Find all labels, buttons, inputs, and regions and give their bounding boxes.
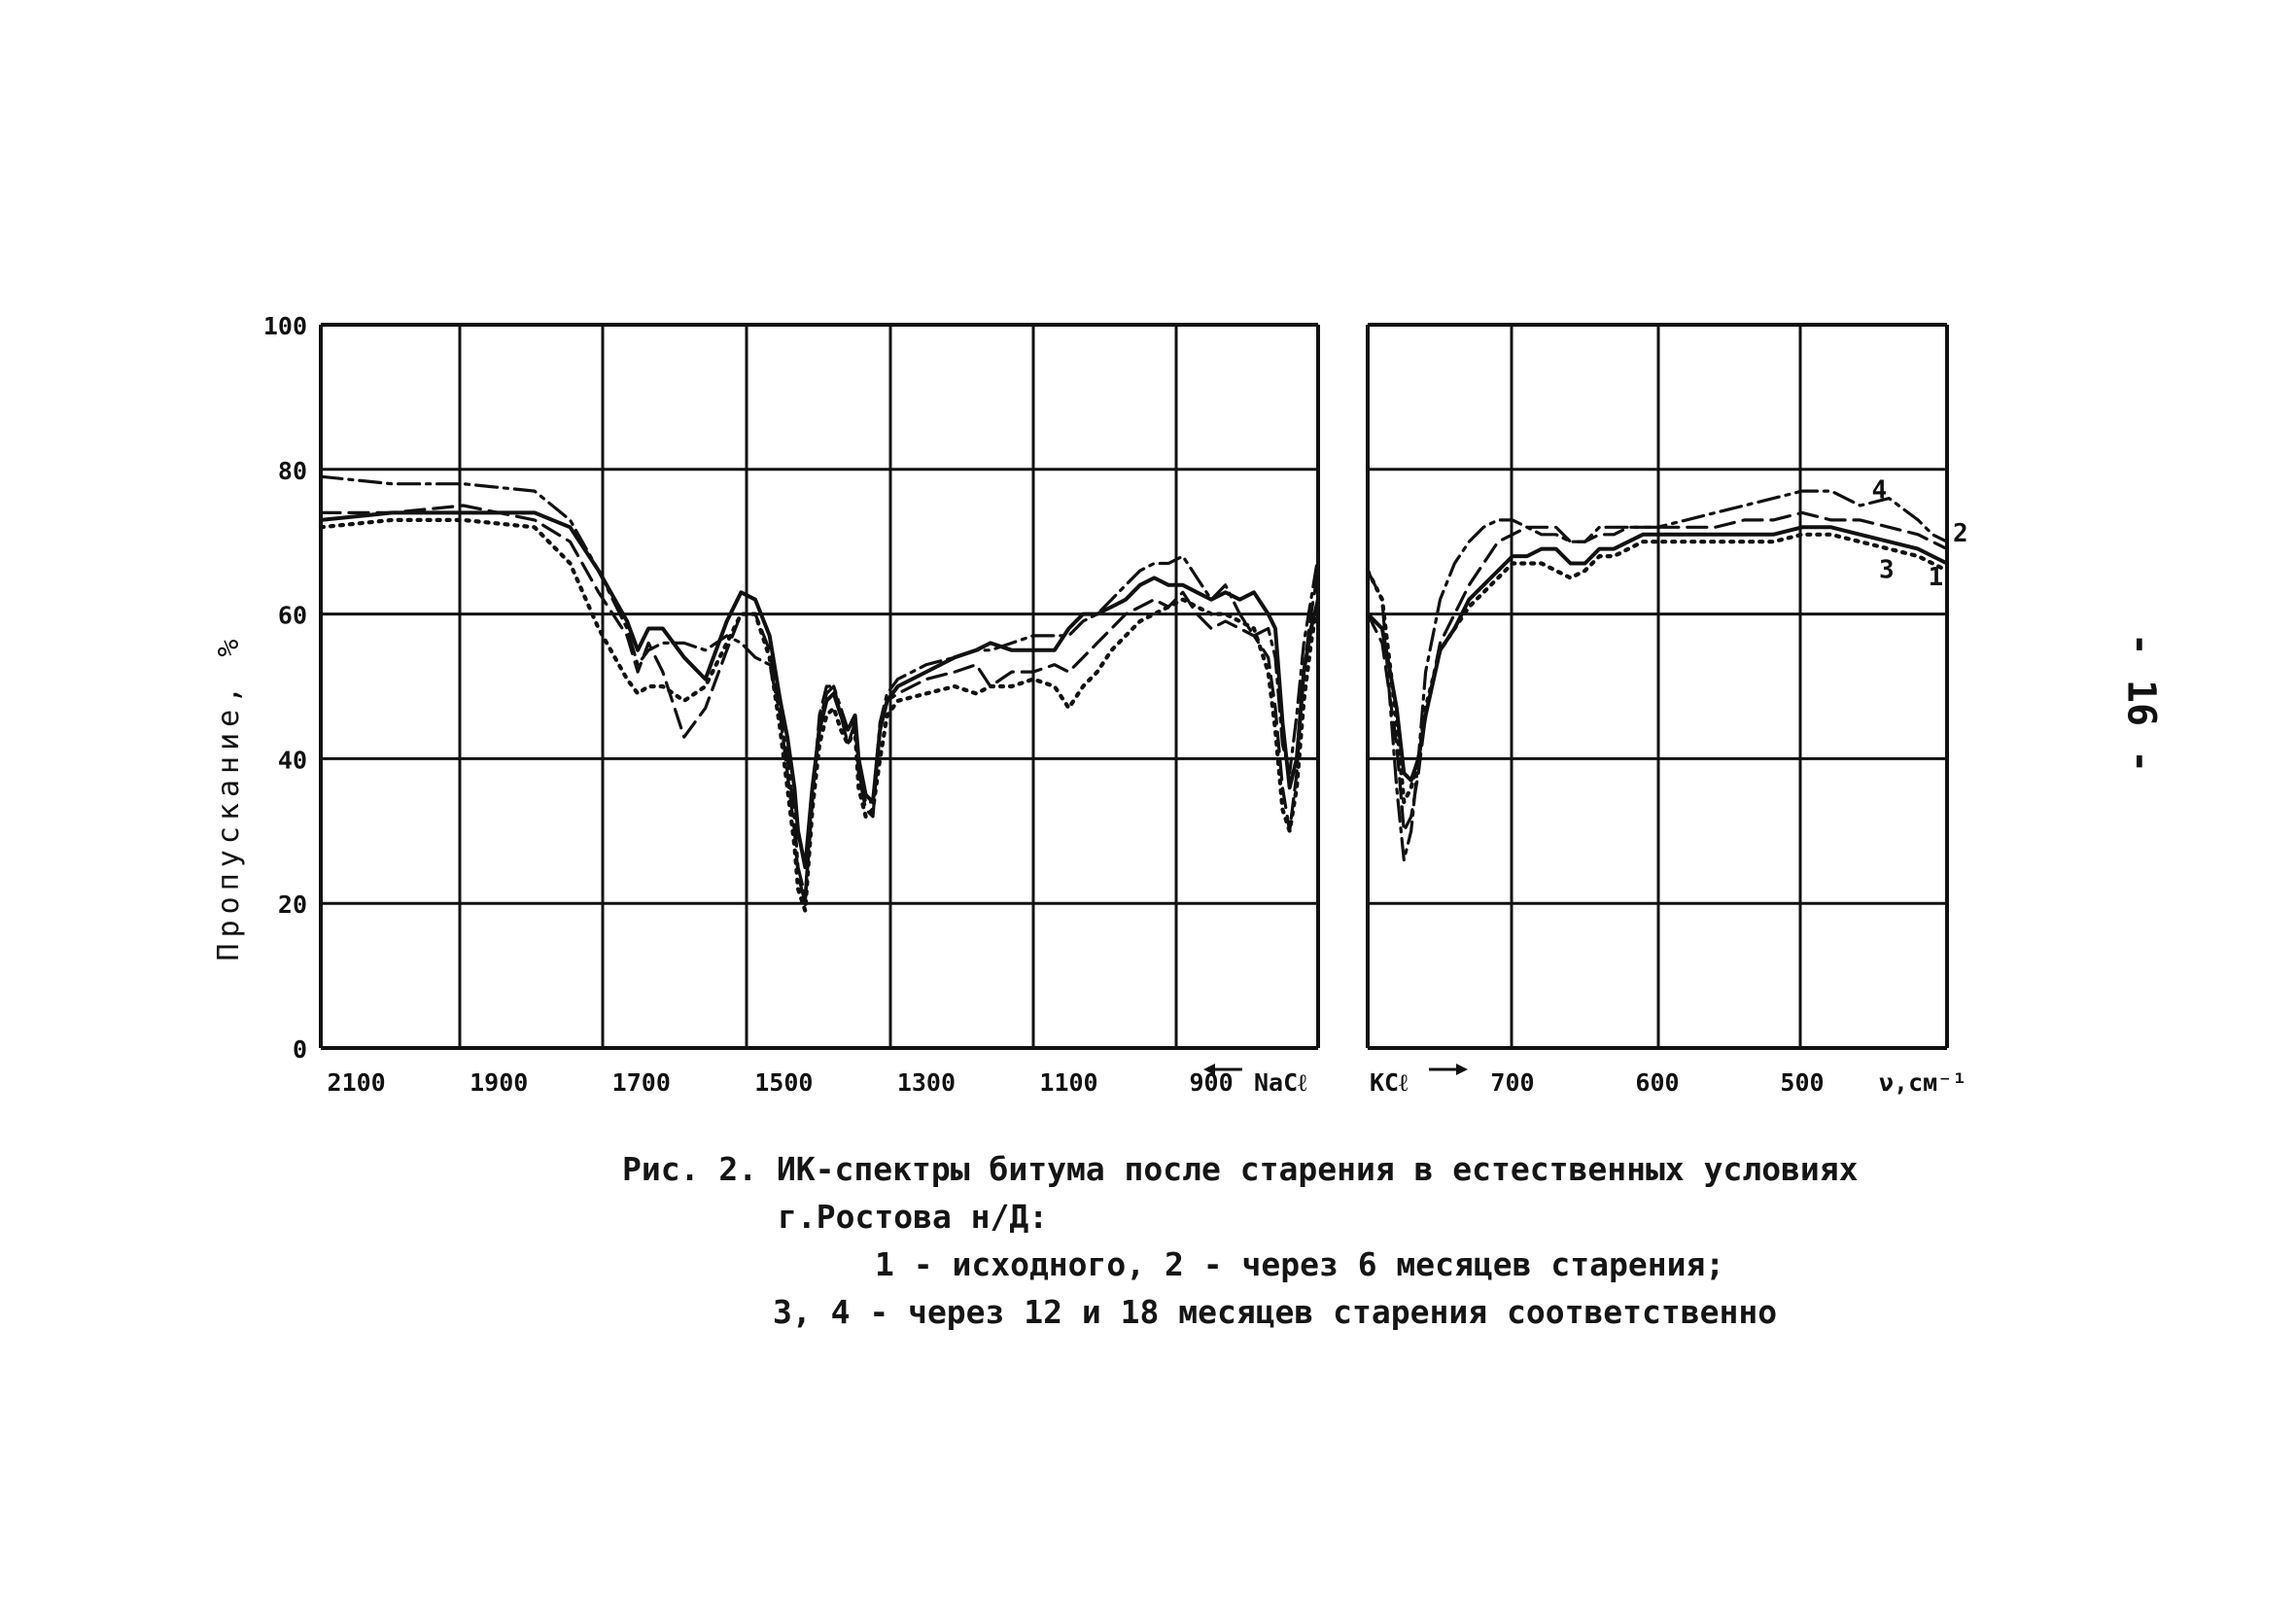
x-tick-label: 1900 xyxy=(470,1068,528,1097)
x-tick-label: 1500 xyxy=(754,1068,813,1097)
caption-line-3: 1 - исходного, 2 - через 6 месяцев старе… xyxy=(875,1245,1725,1283)
y-tick-label: 100 xyxy=(263,312,307,340)
curve-label: 1 xyxy=(1929,563,1944,592)
caption-line-1: Рис. 2. ИК-спектры битума после старения… xyxy=(622,1150,1859,1188)
y-tick-label: 20 xyxy=(278,891,307,919)
nacl-arrow-head xyxy=(1203,1064,1215,1075)
y-tick-label: 80 xyxy=(278,457,307,485)
y-axis-label: Пропускание, % xyxy=(212,634,246,961)
page-number: - 16 - xyxy=(2118,632,2164,774)
right-spectrum-panel: 700 600 500 4 2 3 1 KCℓ ν,см⁻¹ xyxy=(1365,323,1968,1097)
x-tick-label: 700 xyxy=(1490,1068,1534,1097)
caption-line-2: г.Ростова н/Д: xyxy=(778,1198,1049,1236)
series-3-line xyxy=(318,517,1321,913)
x-tick-label: 500 xyxy=(1780,1068,1824,1097)
x-tick-label: 1300 xyxy=(897,1068,956,1097)
x-tick-label: 1700 xyxy=(612,1068,671,1097)
curve-label: 4 xyxy=(1872,476,1888,506)
kcl-label: KCℓ xyxy=(1370,1068,1408,1097)
curve-label: 2 xyxy=(1953,519,1968,548)
series-2-line xyxy=(319,504,1320,905)
kcl-arrow-head xyxy=(1456,1064,1468,1075)
series-4-line xyxy=(319,474,1320,898)
y-tick-label: 0 xyxy=(293,1035,307,1064)
x-tick-label: 1100 xyxy=(1039,1068,1097,1097)
x-tick-label: 2100 xyxy=(328,1068,386,1097)
y-tick-label: 40 xyxy=(278,746,307,774)
curve-label: 3 xyxy=(1879,555,1895,584)
series-1-line xyxy=(319,510,1320,869)
x-tick-label: 600 xyxy=(1635,1068,1679,1097)
caption-line-4: 3, 4 - через 12 и 18 месяцев старения со… xyxy=(773,1293,1778,1331)
x-axis-label: ν,см⁻¹ xyxy=(1879,1068,1966,1097)
series-4-line xyxy=(1366,489,1949,862)
y-tick-label: 60 xyxy=(278,602,307,630)
series-3-line xyxy=(1365,532,1950,805)
nacl-label: NaCℓ xyxy=(1254,1068,1307,1097)
